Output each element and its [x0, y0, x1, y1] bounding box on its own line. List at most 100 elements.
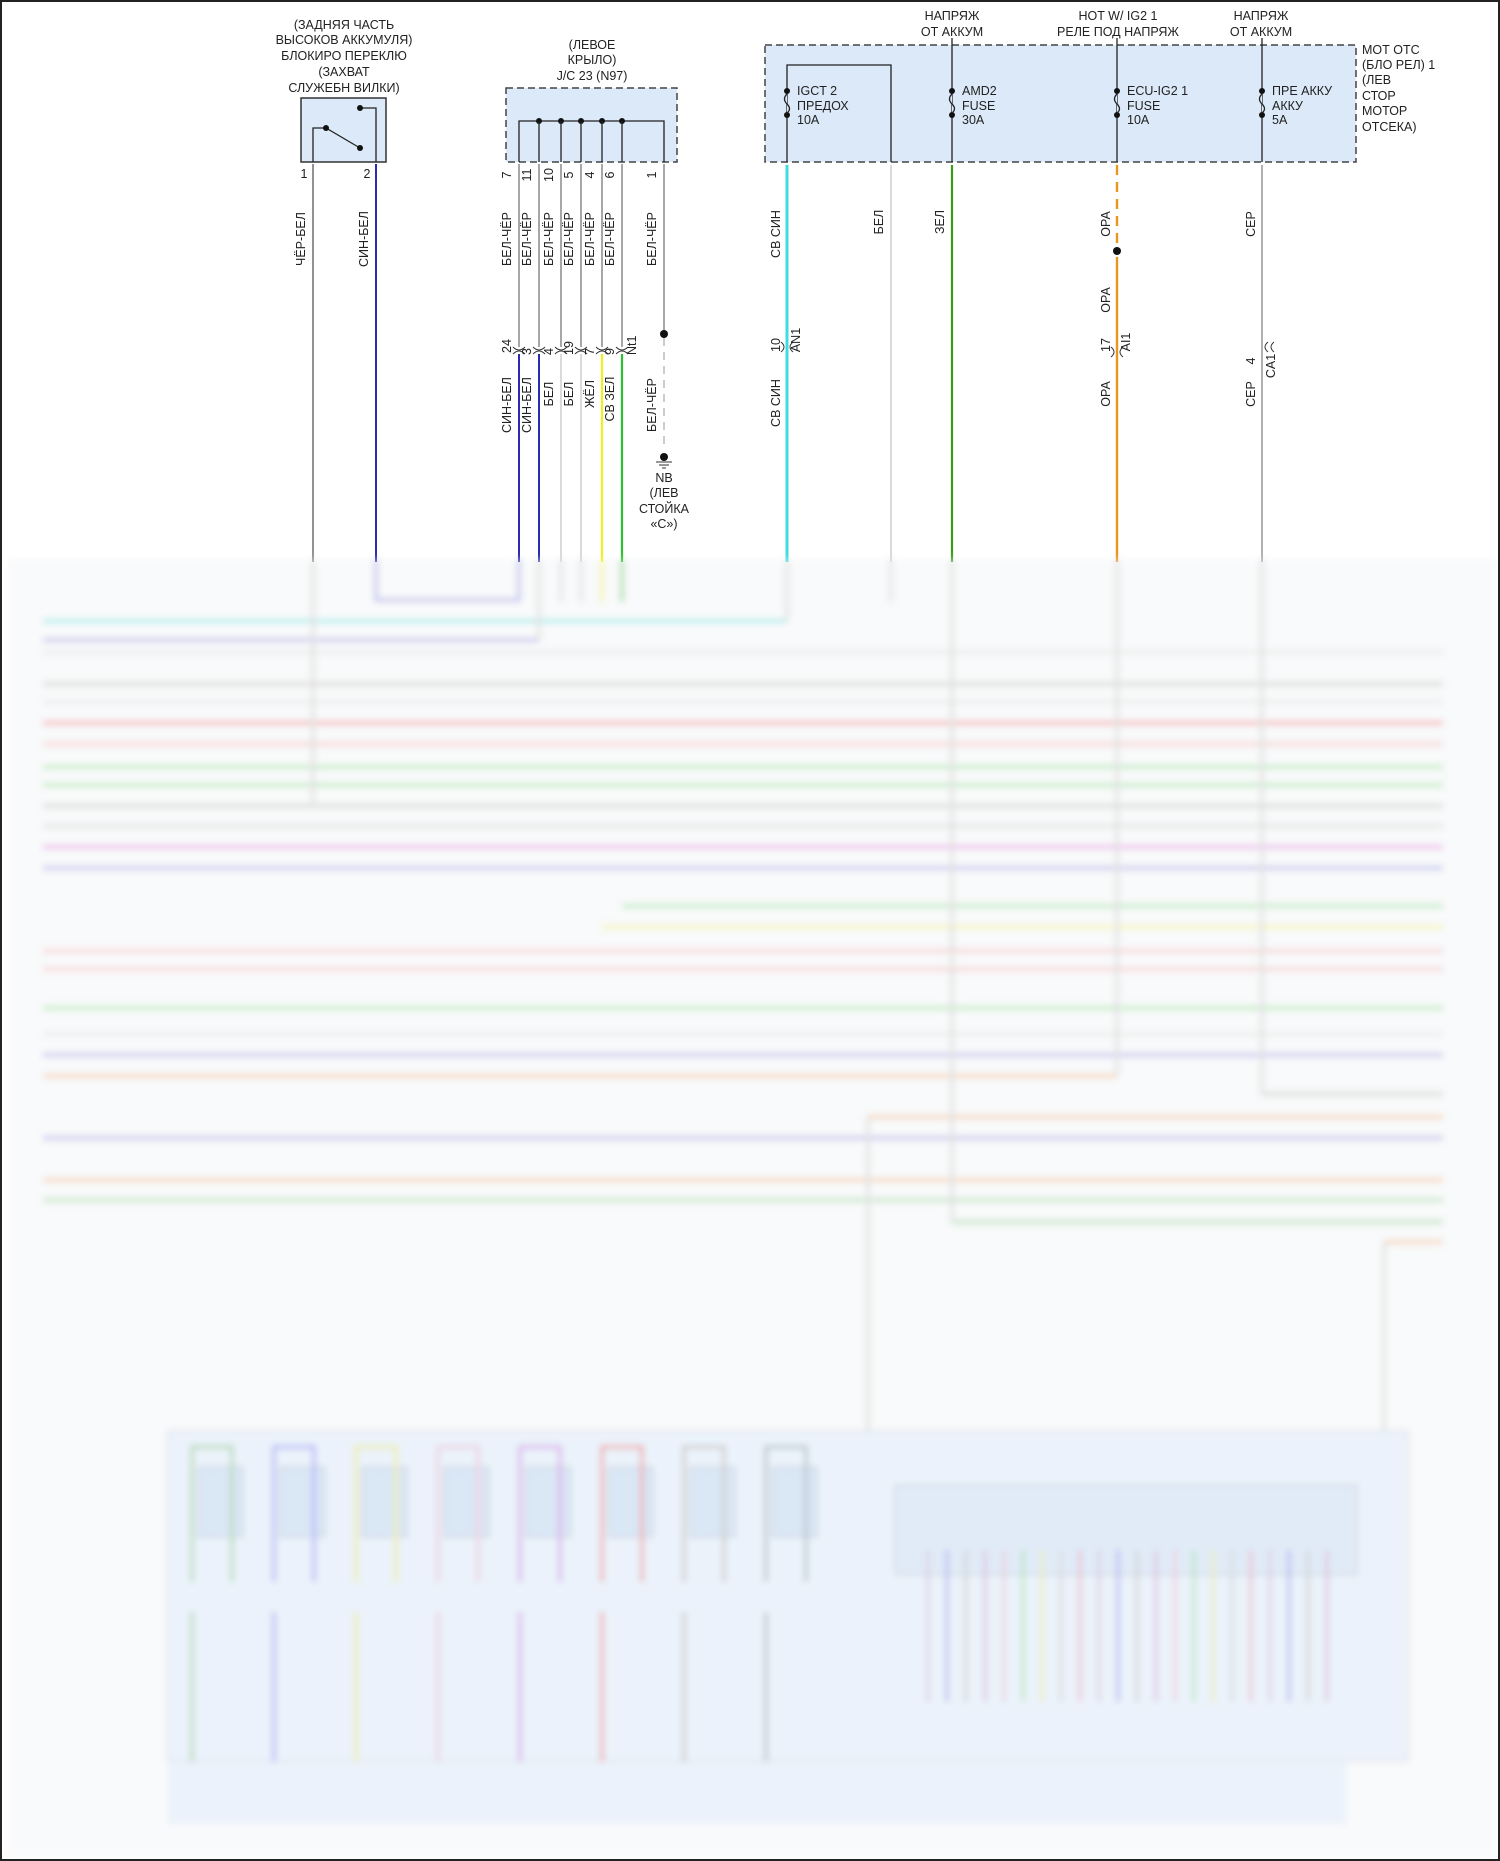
supply-label: HOT W/ IG2 1	[1079, 9, 1158, 23]
pin-number: 19	[562, 341, 576, 355]
connector-id: Nt1	[625, 336, 639, 356]
supply-label: РЕЛЕ ПОД НАПРЯЖ	[1057, 25, 1179, 39]
wire	[436, 1445, 480, 1582]
pin-number: 7	[500, 171, 514, 178]
relay-block	[443, 1466, 490, 1538]
supply-label: НАПРЯЖ	[1234, 9, 1289, 23]
switch-body	[300, 97, 387, 163]
wire-color-label: СВ СИН	[769, 210, 783, 258]
supply-label: ОТ АККУМ	[1230, 25, 1292, 39]
wire-color-label: СИН-БЕЛ	[500, 377, 514, 433]
wire-color-label: СЕР	[1244, 211, 1258, 237]
pin-number: 1	[645, 171, 659, 178]
fuse-type: ПРЕДОХ	[797, 99, 849, 113]
wire	[374, 559, 521, 602]
switch-title: БЛОКИРО ПЕРЕКЛЮ	[281, 49, 407, 63]
pin-number: 9	[603, 348, 617, 355]
blurred-lower-diagram	[6, 559, 1498, 1859]
jc-title: КРЫЛО)	[568, 53, 617, 67]
relay-block	[689, 1466, 736, 1538]
pin-number: 1	[301, 167, 308, 181]
wire-color-label: БЕЛ-ЧЁР	[562, 212, 576, 266]
pin-number: 3	[520, 348, 534, 355]
block-title: МОТОР	[1362, 104, 1407, 118]
fuse-rating: 30A	[962, 113, 985, 127]
wire-color-label: ОРА	[1099, 381, 1113, 407]
wire	[518, 1445, 562, 1582]
connector-id: AN1	[789, 328, 803, 352]
fuse-type: FUSE	[962, 99, 995, 113]
wire-color-label: БЕЛ	[562, 382, 576, 407]
jc-title: J/C 23 (N97)	[557, 69, 628, 83]
pin-number: 4	[583, 171, 597, 178]
pin-number: 2	[364, 167, 371, 181]
wire-color-label: СИН-БЕЛ	[520, 377, 534, 433]
wire-color-label: БЕЛ-ЧЁР	[500, 212, 514, 266]
block-title: (БЛО РЕЛ) 1	[1362, 58, 1435, 72]
fuse-name: ECU-IG2 1	[1127, 84, 1188, 98]
switch-title: (ЗАХВАТ	[318, 65, 370, 79]
junction-connector-jc23: (ЛЕВОЕ КРЫЛО) J/C 23 (N97) 7 11 10 5	[500, 38, 690, 562]
wire	[764, 1445, 808, 1582]
connector-id: AI1	[1119, 333, 1133, 352]
pin-number: 4	[1244, 357, 1258, 364]
switch-title: (ЗАДНЯЯ ЧАСТЬ	[294, 18, 394, 32]
pin-number: 17	[1099, 338, 1113, 352]
wire-color-label: ЖЁЛ	[583, 380, 597, 408]
fuse-type: АККУ	[1272, 99, 1303, 113]
fuse-type: FUSE	[1127, 99, 1160, 113]
fuse-rating: 10A	[797, 113, 820, 127]
wire	[190, 1445, 234, 1582]
connector-id: CA1	[1264, 354, 1278, 378]
pin-number: 24	[500, 339, 514, 353]
jc-wire-labels: БЕЛ-ЧЁР БЕЛ-ЧЁР БЕЛ-ЧЁР БЕЛ-ЧЁР БЕЛ-ЧЁР …	[500, 212, 659, 266]
pin-number: 7	[583, 348, 597, 355]
pin-number: 5	[562, 171, 576, 178]
wire-color-label: БЕЛ-ЧЁР	[645, 378, 659, 432]
wire-color-label: БЕЛ	[542, 382, 556, 407]
ecu-block	[894, 1484, 1358, 1576]
block-title: ОТСЕКА)	[1362, 120, 1417, 134]
ground-label: NB	[655, 471, 672, 485]
engine-relay-block: НАПРЯЖ ОТ АККУМ HOT W/ IG2 1 РЕЛЕ ПОД НА…	[764, 9, 1435, 562]
lock-switch: (ЗАДНЯЯ ЧАСТЬ ВЫСОКОВ АККУМУЛЯ) БЛОКИРО …	[276, 18, 413, 562]
wire-color-label: СВ СИН	[769, 379, 783, 427]
jc-body	[505, 87, 678, 163]
block-title: СТОР	[1362, 89, 1396, 103]
wire-color-label: ЧЁР-БЕЛ	[294, 212, 308, 266]
supply-label: НАПРЯЖ	[925, 9, 980, 23]
ground-label: (ЛЕВ	[649, 486, 678, 500]
pin-number: 10	[542, 168, 556, 182]
pin-number: 6	[603, 171, 617, 178]
wire-color-label: БЕЛ-ЧЁР	[520, 212, 534, 266]
relay-block	[361, 1466, 408, 1538]
wire-color-label: БЕЛ-ЧЁР	[645, 212, 659, 266]
pin-number: 11	[520, 168, 534, 181]
pin-number: 4	[542, 348, 556, 355]
ground-point-label: NB (ЛЕВ СТОЙКА «С»)	[639, 471, 690, 531]
block-title: (ЛЕВ	[1362, 73, 1391, 87]
wire-color-label: БЕЛ-ЧЁР	[542, 212, 556, 266]
fuse-name: ПРЕ АККУ	[1272, 84, 1332, 98]
wire	[354, 1445, 398, 1582]
ground-label: «С»)	[650, 517, 677, 531]
jc-lower-pins: 24 3 4 19 7 9 Nt1	[500, 336, 639, 356]
wire	[682, 1445, 726, 1582]
relay-block	[279, 1466, 326, 1538]
wire-color-label: СВ ЗЕЛ	[603, 377, 617, 422]
jc-title: (ЛЕВОЕ	[569, 38, 616, 52]
wire-color-label: БЕЛ	[872, 210, 886, 235]
wire-color-label: ОРА	[1099, 287, 1113, 313]
fuse-labels: IGCT 2 ПРЕДОХ 10A AMD2 FUSE 30A ECU-IG2 …	[797, 84, 1332, 127]
jc-pins: 7 11 10 5 4 6 1	[500, 168, 659, 182]
switch-title: ВЫСОКОВ АККУМУЛЯ)	[276, 33, 413, 47]
wire	[600, 1445, 644, 1582]
jc-lower-wire-labels: СИН-БЕЛ СИН-БЕЛ БЕЛ БЕЛ ЖЁЛ СВ ЗЕЛ БЕЛ-Ч…	[500, 377, 659, 433]
ground-icon	[660, 453, 668, 461]
supply-label: ОТ АККУМ	[921, 25, 983, 39]
fuse-name: AMD2	[962, 84, 997, 98]
wire-color-label: ОРА	[1099, 211, 1113, 237]
fusebox-wire-labels: СВ СИН БЕЛ ЗЕЛ ОРА ОРА СЕР	[769, 210, 1258, 313]
pin-number: 10	[769, 338, 783, 352]
